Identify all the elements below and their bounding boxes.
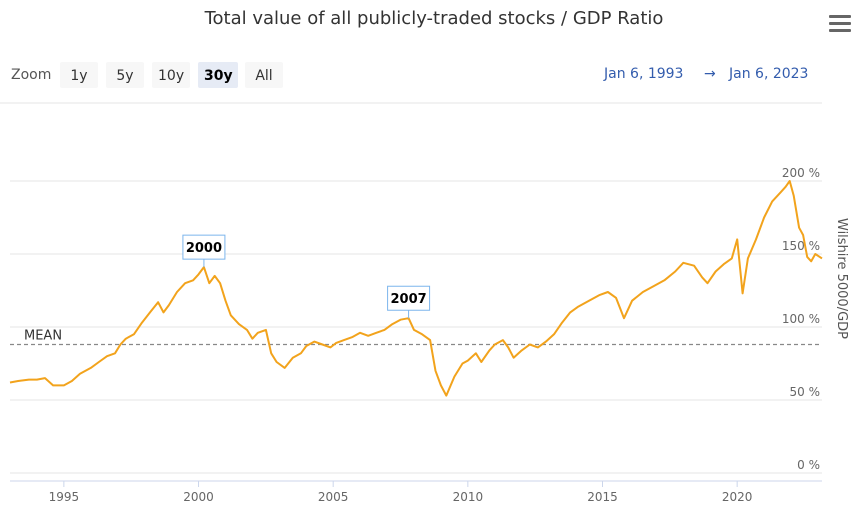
y-tick-label: 0 % — [797, 458, 820, 472]
flag-2007[interactable]: 2007 — [387, 285, 431, 319]
grid-lines — [10, 180, 822, 474]
menu-bar — [829, 22, 851, 25]
flags: 2000 2007 — [182, 234, 431, 319]
chart-title: Total value of all publicly-traded stock… — [204, 8, 664, 29]
zoom-5y-button[interactable]: 5y — [106, 62, 144, 88]
x-axis-ticks: 1995 2000 2005 2010 2015 2020 — [49, 481, 753, 504]
flag-2000[interactable]: 2000 — [182, 234, 226, 268]
hamburger-menu-icon[interactable] — [829, 15, 851, 33]
flag-box — [182, 234, 226, 260]
range-from-date[interactable]: Jan 6, 1993 — [604, 66, 684, 82]
x-tick-label: 2010 — [453, 490, 484, 504]
x-tick-label: 2020 — [722, 490, 753, 504]
y-axis-title: Wilshire 5000/GDP — [834, 218, 849, 339]
flag-label: 2000 — [186, 241, 222, 256]
x-tick-label: 1995 — [49, 490, 80, 504]
x-tick-label: 2000 — [183, 490, 214, 504]
y-tick-label: 150 % — [782, 239, 820, 253]
zoom-30y-button[interactable]: 30y — [198, 62, 238, 88]
flag-label: 2007 — [390, 292, 426, 307]
y-axis-ticks: 0 % 50 % 100 % 150 % 200 % — [782, 166, 820, 472]
range-to-date[interactable]: Jan 6, 2023 — [729, 66, 809, 82]
flag-box — [387, 285, 431, 311]
range-arrow: → — [704, 66, 716, 82]
zoom-1y-button[interactable]: 1y — [60, 62, 98, 88]
y-tick-label: 50 % — [790, 385, 821, 399]
zoom-all-button[interactable]: All — [245, 62, 283, 88]
y-tick-label: 200 % — [782, 166, 820, 180]
mean-label: MEAN — [24, 329, 62, 344]
x-tick-label: 2005 — [318, 490, 349, 504]
x-tick-label: 2015 — [587, 490, 618, 504]
zoom-label: Zoom — [11, 67, 52, 83]
y-tick-label: 100 % — [782, 312, 820, 326]
menu-bar — [829, 29, 851, 32]
zoom-10y-button[interactable]: 10y — [152, 62, 190, 88]
menu-bar — [829, 15, 851, 18]
series-line-wilshire-gdp[interactable] — [9, 180, 823, 397]
